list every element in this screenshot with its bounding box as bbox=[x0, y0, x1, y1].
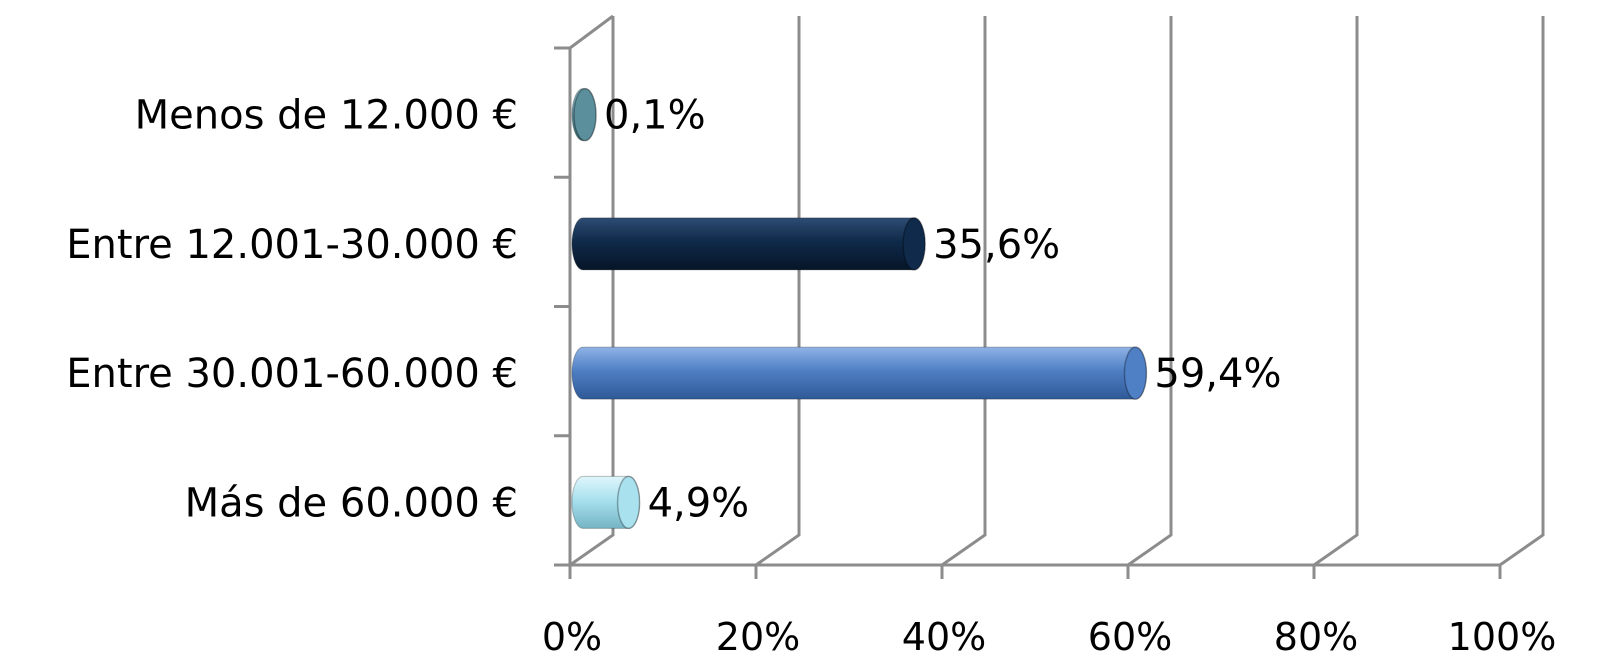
x-tick-label: 40% bbox=[902, 615, 986, 659]
gridline-100 bbox=[1499, 16, 1545, 567]
bars bbox=[571, 87, 1148, 530]
category-label: Más de 60.000 € bbox=[185, 480, 518, 526]
x-tick-label: 60% bbox=[1088, 615, 1172, 659]
category-label: Menos de 12.000 € bbox=[135, 93, 518, 139]
gridline-60 bbox=[1127, 16, 1173, 567]
bar bbox=[571, 87, 597, 142]
x-tick-label: 20% bbox=[716, 615, 800, 659]
bar-cap bbox=[573, 87, 597, 142]
gridline-40 bbox=[941, 16, 987, 567]
bar bbox=[571, 475, 641, 530]
bar-cap bbox=[1123, 346, 1148, 400]
bar bbox=[571, 217, 926, 271]
gridline-20 bbox=[755, 16, 801, 567]
category-label: Entre 12.001-30.000 € bbox=[66, 222, 518, 268]
axes bbox=[554, 14, 1502, 579]
bar bbox=[571, 346, 1148, 400]
labels: 0% 20% 40% 60% 80% 100% Menos de 12.000 € 0,1% E… bbox=[66, 93, 1556, 659]
bar-cap bbox=[616, 475, 641, 530]
gridline-80 bbox=[1313, 16, 1359, 567]
category-label: Entre 30.001-60.000 € bbox=[66, 351, 518, 397]
data-label: 4,9% bbox=[648, 480, 750, 526]
data-label: 35,6% bbox=[933, 222, 1060, 268]
x-tick-label: 0% bbox=[542, 615, 602, 659]
data-label: 0,1% bbox=[604, 93, 706, 139]
gridline-0 bbox=[569, 16, 615, 567]
bar-body bbox=[571, 346, 1147, 400]
data-label: 59,4% bbox=[1154, 351, 1281, 397]
bar-body bbox=[571, 217, 926, 271]
x-tick-label: 80% bbox=[1274, 615, 1358, 659]
gridlines bbox=[569, 16, 1545, 567]
bar-cap bbox=[902, 217, 926, 271]
x-tick-label: 100% bbox=[1448, 615, 1557, 659]
